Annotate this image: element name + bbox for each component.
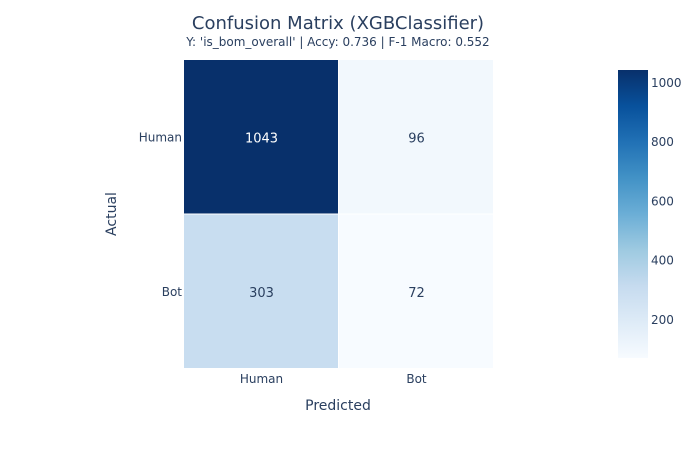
heatmap-cell (339, 60, 493, 214)
y-tick-label: Bot (162, 285, 183, 299)
colorbar-gradient (618, 70, 648, 358)
colorbar-tick-label: 1000 (651, 76, 682, 90)
heatmap-cells: 1043 96 303 72 (184, 60, 493, 368)
colorbar-ticks: 200 400 600 800 1000 (651, 76, 682, 327)
cell-value-label: 96 (408, 131, 425, 146)
y-tick-label: Human (139, 130, 182, 144)
heatmap-cell (184, 214, 338, 368)
colorbar-tick-label: 800 (651, 135, 674, 149)
chart-subtitle: Y: 'is_bom_overall' | Accy: 0.736 | F-1 … (185, 35, 489, 49)
heatmap-cell (184, 60, 338, 214)
cell-value-label: 303 (249, 286, 274, 301)
x-axis-title: Predicted (305, 398, 371, 414)
y-axis-title: Actual (104, 192, 120, 236)
x-tick-labels: Human Bot (240, 372, 427, 386)
cell-value-label: 72 (408, 286, 425, 301)
colorbar-tick-label: 200 (651, 313, 674, 327)
colorbar-tick-label: 600 (651, 194, 674, 208)
colorbar: 200 400 600 800 1000 (618, 70, 682, 358)
y-tick-labels: Human Bot (139, 130, 183, 299)
colorbar-tick-label: 400 (651, 254, 674, 268)
x-tick-label: Bot (406, 372, 427, 386)
x-tick-label: Human (240, 372, 283, 386)
cell-value-label: 1043 (245, 131, 278, 146)
chart-title: Confusion Matrix (XGBClassifier) (192, 13, 484, 34)
heatmap-cell (339, 214, 493, 368)
